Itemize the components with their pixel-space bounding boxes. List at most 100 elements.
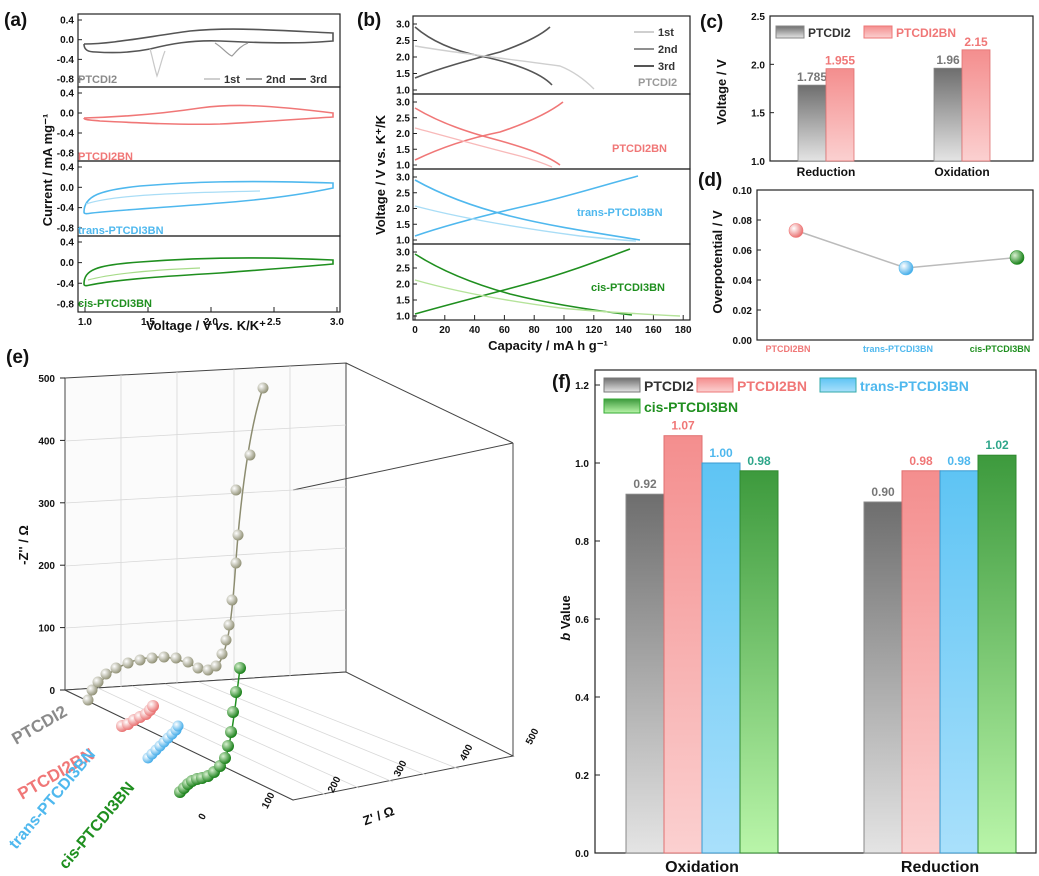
f-bar [977, 454, 1017, 854]
gcd-ptcdi2bn-discharge [414, 107, 561, 166]
panel-a-legend: 1st 2nd 3rd [204, 74, 327, 86]
a-ytick-label: 0.4 [60, 238, 74, 249]
legend-c-swatch-ptcdi2 [775, 25, 805, 39]
eis-ptcdi2-point [170, 652, 182, 664]
f-bar-value: 1.02 [985, 438, 1009, 452]
cv-trans [83, 180, 334, 215]
legend-a-2nd: 2nd [266, 74, 286, 86]
f-category-label: Reduction [901, 859, 979, 876]
gcd-ptcdi2bn-charge [414, 101, 564, 161]
a-xtick-label: 2.5 [267, 317, 281, 328]
b-xtick-label: 20 [439, 325, 451, 336]
gcd-ptcdi2-charge [414, 26, 551, 79]
b-xtick-label: 0 [412, 325, 418, 336]
panel-d-ylabel: Overpotential / V [710, 210, 725, 314]
gcd-cis-charge [414, 248, 631, 315]
b-ytick-label: 1.5 [396, 220, 410, 231]
a-subplot-frame [77, 235, 341, 313]
f-bar [625, 493, 665, 854]
legend-c-swatch-ptcdi2bn [863, 25, 893, 39]
label-b-trans: trans-PTCDI3BN [577, 207, 663, 219]
a-ytick-label: -0.8 [57, 149, 75, 160]
f-bar-value: 0.98 [909, 454, 933, 468]
panel-b-xlabel: Capacity / mA h g⁻¹ [488, 338, 608, 353]
panel-c-ylabel: Voltage / V [714, 59, 729, 125]
c-bar-value: 1.955 [825, 54, 855, 68]
f-bar [939, 470, 979, 854]
eis-ptcdi2-point [230, 557, 242, 569]
gcd-trans-discharge [414, 179, 641, 241]
b-ytick-label: 1.0 [396, 161, 410, 172]
panel-a-letter: (a) [4, 10, 27, 31]
legend-b-1st: 1st [658, 27, 674, 39]
f-ytick-label: 0.4 [575, 693, 589, 704]
legend-c-ptcdi2bn: PTCDI2BN [896, 26, 956, 40]
a-xtick-label: 2.0 [204, 317, 218, 328]
c-bar [797, 84, 827, 162]
panel-f-plot: 0.0 0.2 0.4 0.6 0.8 1.0 1.2 Oxidation 0.92 1.07 1.… [575, 369, 1037, 876]
panel-c-legend: PTCDI2 PTCDI2BN [775, 25, 956, 40]
eis-trans-point [172, 720, 184, 732]
b-ytick-label: 3.0 [396, 173, 410, 184]
e-xtick-label: 500 [524, 726, 542, 746]
a-ytick-label: -0.4 [57, 279, 75, 290]
b-ytick-label: 2.0 [396, 129, 410, 140]
f-bar [863, 501, 903, 854]
eis-ptcdi2-point [192, 662, 204, 674]
legend-f-swatch-cis [603, 398, 641, 414]
f-ytick-label: 0.6 [575, 615, 589, 626]
b-ytick-label: 2.5 [396, 36, 410, 47]
e-ztick-label: 400 [38, 436, 55, 447]
panel-e-letter: (e) [6, 347, 29, 368]
b-xtick-label: 140 [615, 325, 632, 336]
f-bar-value: 0.98 [947, 454, 971, 468]
gcd-cis-discharge [414, 253, 633, 316]
e-ztick-label: 200 [38, 561, 55, 572]
a-ytick-label: -0.8 [57, 75, 75, 86]
panel-f: (f) b Value 0.0 0.2 0.4 0.6 0.8 1.0 1.2 Oxidati… [552, 369, 1037, 876]
label-b-ptcdi2bn: PTCDI2BN [612, 143, 667, 155]
c-frame [769, 15, 1034, 162]
c-ytick-label: 2.5 [751, 12, 765, 23]
label-a-trans: trans-PTCDI3BN [78, 225, 164, 237]
cv-cis [83, 257, 334, 287]
legend-f-swatch-ptcdi2bn [696, 377, 734, 393]
panel-d-plot: 0.00 0.02 0.04 0.06 0.08 0.10 PTCDI2BN trans-PT… [733, 186, 1034, 354]
d-point [788, 223, 804, 238]
a-ytick-label: 0.4 [60, 163, 74, 174]
panel-b-subplots: 3.02.52.01.51.03.02.52.01.51.03.02.52.01… [396, 15, 692, 336]
f-ytick-label: 0.8 [575, 537, 589, 548]
f-bar [701, 462, 741, 854]
panel-a-ylabel: Current / mA mg⁻¹ [40, 114, 55, 227]
a-ytick-label: -0.8 [57, 223, 75, 234]
panel-e-zlabel: -Z'' / Ω [16, 525, 31, 565]
b-ytick-label: 1.5 [396, 69, 410, 80]
eis-ptcdi2-point [182, 656, 194, 668]
panel-c-plot: 1.0 1.5 2.0 2.5 Reduction 1.785 1.955 Oxidation… [751, 12, 1034, 179]
a-ytick-label: 0.0 [60, 183, 74, 194]
b-ytick-label: 1.0 [396, 312, 410, 323]
c-bar [825, 68, 855, 162]
b-ytick-label: 2.5 [396, 264, 410, 275]
b-ytick-label: 2.0 [396, 53, 410, 64]
b-xtick-label: 180 [675, 325, 692, 336]
panel-b-ylabel: Voltage / V vs. K⁺/K [373, 114, 388, 235]
cv-ptcdi2-3rd [83, 28, 334, 54]
panel-f-legend: PTCDI2 PTCDI2BN trans-PTCDI3BN cis-PTCDI… [603, 377, 969, 415]
panel-a-curves [83, 28, 334, 287]
cv-ptcdi2-1st [149, 48, 166, 78]
panel-b-legend: 1st 2nd 3rd [634, 27, 678, 73]
d-ytick-label: 0.06 [733, 246, 753, 257]
b-xtick-label: 40 [469, 325, 481, 336]
a-ytick-label: -0.4 [57, 203, 75, 214]
f-category-label: Oxidation [665, 859, 739, 876]
panel-e-spheres [82, 382, 269, 798]
b-ytick-label: 3.0 [396, 20, 410, 31]
a-ytick-label: 0.4 [60, 16, 74, 27]
f-ytick-label: 0.2 [575, 771, 589, 782]
a-ytick-label: -0.8 [57, 299, 75, 310]
b-ytick-label: 1.0 [396, 86, 410, 97]
panel-a-xlabel: Voltage / V vs. K/K⁺ [146, 318, 266, 333]
b-ytick-label: 2.0 [396, 204, 410, 215]
eis-ptcdi2-point [223, 619, 235, 631]
